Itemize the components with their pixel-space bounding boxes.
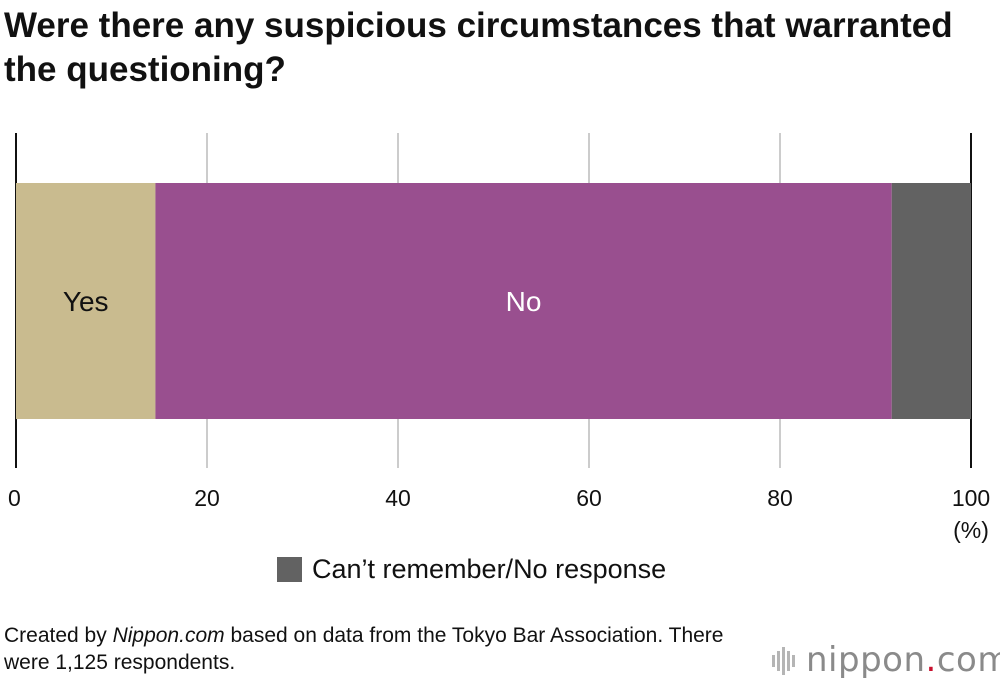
legend-swatch-no-response — [277, 556, 302, 582]
bar-label-2: No — [506, 286, 542, 317]
bar-segment-2 — [155, 183, 892, 419]
x-axis-unit: (%) — [953, 517, 989, 543]
bar-segment-3 — [891, 183, 971, 419]
source-note: Created by Nippon.com based on data from… — [4, 622, 724, 676]
logo-wordmark: nippon.com — [806, 640, 1000, 680]
logo-text-dot: . — [925, 640, 937, 680]
x-axis: 0 20 40 60 80 100 (%) — [8, 485, 990, 543]
bar-segment-1 — [16, 183, 156, 419]
chart-title: Were there any suspicious circumstances … — [4, 6, 953, 89]
x-tick-label-20: 20 — [194, 485, 220, 511]
x-tick-label-60: 60 — [576, 485, 602, 511]
x-tick-label-100: 100 — [952, 485, 990, 511]
nippon-logo: nippon.com — [772, 640, 1000, 680]
logo-bars-icon — [772, 647, 795, 675]
legend-label-no-response: Can’t remember/No response — [312, 554, 667, 584]
legend: Can’t remember/No response — [277, 551, 666, 587]
x-tick-label-0: 0 — [8, 485, 21, 511]
x-tick-label-80: 80 — [767, 485, 793, 511]
source-name: Nippon.com — [112, 624, 225, 647]
source-prefix: Created by — [4, 624, 113, 647]
logo-text-tail: com — [936, 640, 1000, 680]
x-tick-label-40: 40 — [385, 485, 411, 511]
source-suffix: based on data from the Tokyo Bar Associa… — [4, 624, 724, 674]
bar-label-1: Yes — [63, 286, 109, 317]
logo-text-main: nippon — [806, 640, 926, 680]
bars: Yes No — [16, 183, 971, 419]
